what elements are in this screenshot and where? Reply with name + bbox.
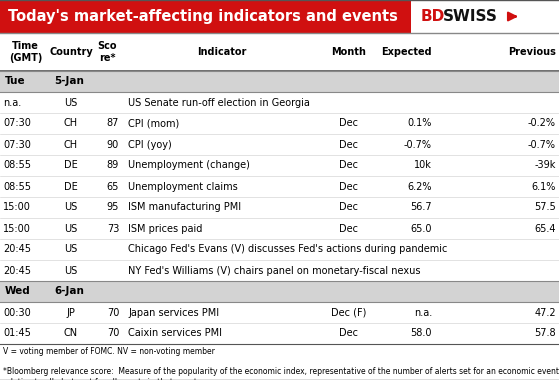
Bar (0, 176, 559, 197)
Bar (0, 281, 559, 302)
Bar (0, 239, 559, 260)
Bar (0, 155, 559, 176)
Text: Dec: Dec (339, 223, 358, 233)
Text: Time
(GMT): Time (GMT) (9, 41, 42, 63)
Text: Unemployment (change): Unemployment (change) (128, 160, 250, 171)
Text: 47.2: 47.2 (534, 307, 556, 318)
Text: US: US (64, 266, 78, 276)
Text: 70: 70 (107, 307, 119, 318)
Bar (0, 302, 559, 323)
Text: 65.0: 65.0 (410, 223, 432, 233)
Text: -39k: -39k (534, 160, 556, 171)
Text: V = voting member of FOMC. NV = non-voting member: V = voting member of FOMC. NV = non-voti… (3, 347, 215, 356)
Text: US: US (64, 244, 78, 255)
Text: 15:00: 15:00 (3, 223, 31, 233)
Text: n.a.: n.a. (3, 98, 21, 108)
Text: Dec (F): Dec (F) (331, 307, 367, 318)
Text: 5-Jan: 5-Jan (54, 76, 84, 87)
Text: 73: 73 (107, 223, 119, 233)
Text: BD: BD (421, 9, 445, 24)
Text: 87: 87 (107, 119, 119, 128)
Bar (0, 71, 559, 92)
Bar (0, 92, 559, 113)
Text: Chicago Fed's Evans (V) discusses Fed's actions during pandemic: Chicago Fed's Evans (V) discusses Fed's … (128, 244, 447, 255)
Text: Japan services PMI: Japan services PMI (128, 307, 219, 318)
Text: 58.0: 58.0 (410, 328, 432, 339)
Text: CPI (yoy): CPI (yoy) (128, 139, 172, 149)
Text: JP: JP (67, 307, 75, 318)
Bar (0, 0, 411, 33)
Text: 07:30: 07:30 (3, 119, 31, 128)
Bar (0, 218, 559, 239)
Text: Expected: Expected (381, 47, 432, 57)
Text: Dec: Dec (339, 328, 358, 339)
Text: US: US (64, 98, 78, 108)
Text: Wed: Wed (5, 287, 31, 296)
Text: 57.5: 57.5 (534, 203, 556, 212)
Text: -0.7%: -0.7% (404, 139, 432, 149)
Text: Previous: Previous (508, 47, 556, 57)
Text: 20:45: 20:45 (3, 244, 31, 255)
Text: Dec: Dec (339, 139, 358, 149)
Bar (0, 113, 559, 134)
Text: Tue: Tue (5, 76, 26, 87)
Text: 70: 70 (107, 328, 119, 339)
Text: Dec: Dec (339, 119, 358, 128)
Text: NY Fed's Williams (V) chairs panel on monetary-fiscal nexus: NY Fed's Williams (V) chairs panel on mo… (128, 266, 420, 276)
Text: Sco
re*: Sco re* (98, 41, 117, 63)
Text: n.a.: n.a. (414, 307, 432, 318)
Text: 0.1%: 0.1% (408, 119, 432, 128)
Text: DE: DE (64, 160, 78, 171)
Bar (0, 33, 559, 71)
Bar (0, 323, 559, 344)
Text: -0.7%: -0.7% (528, 139, 556, 149)
Text: US: US (64, 223, 78, 233)
Text: Indicator: Indicator (197, 47, 246, 57)
Bar (0, 134, 559, 155)
Bar (0, 260, 559, 281)
Text: Dec: Dec (339, 182, 358, 192)
Text: 65: 65 (107, 182, 119, 192)
Text: 20:45: 20:45 (3, 266, 31, 276)
Text: 08:55: 08:55 (3, 182, 31, 192)
Text: US: US (64, 203, 78, 212)
Text: 08:55: 08:55 (3, 160, 31, 171)
Bar (411, 0, 559, 33)
Text: US Senate run-off election in Georgia: US Senate run-off election in Georgia (128, 98, 310, 108)
Text: Caixin services PMI: Caixin services PMI (128, 328, 222, 339)
Text: 07:30: 07:30 (3, 139, 31, 149)
Text: -0.2%: -0.2% (528, 119, 556, 128)
Text: CN: CN (64, 328, 78, 339)
Text: Dec: Dec (339, 203, 358, 212)
Text: Unemployment claims: Unemployment claims (128, 182, 238, 192)
Text: 95: 95 (107, 203, 119, 212)
Bar (0, 197, 559, 218)
Text: 00:30: 00:30 (3, 307, 31, 318)
Text: CH: CH (64, 119, 78, 128)
Text: CH: CH (64, 139, 78, 149)
Text: DE: DE (64, 182, 78, 192)
Text: 90: 90 (107, 139, 119, 149)
Text: 57.8: 57.8 (534, 328, 556, 339)
Text: 6-Jan: 6-Jan (54, 287, 84, 296)
Text: 56.7: 56.7 (410, 203, 432, 212)
Text: 6.2%: 6.2% (408, 182, 432, 192)
Text: Month: Month (331, 47, 366, 57)
Text: Country: Country (49, 47, 93, 57)
Text: Today's market-affecting indicators and events: Today's market-affecting indicators and … (8, 9, 398, 24)
Text: 65.4: 65.4 (534, 223, 556, 233)
Text: 89: 89 (107, 160, 119, 171)
Text: 01:45: 01:45 (3, 328, 31, 339)
Text: CPI (mom): CPI (mom) (128, 119, 179, 128)
Text: SWISS: SWISS (443, 9, 498, 24)
Text: *Bloomberg relevance score:  Measure of the popularity of the economic index, re: *Bloomberg relevance score: Measure of t… (3, 367, 559, 380)
Text: ISM prices paid: ISM prices paid (128, 223, 202, 233)
Text: Dec: Dec (339, 160, 358, 171)
Text: 10k: 10k (414, 160, 432, 171)
Text: ISM manufacturing PMI: ISM manufacturing PMI (128, 203, 241, 212)
Text: 15:00: 15:00 (3, 203, 31, 212)
Text: 6.1%: 6.1% (532, 182, 556, 192)
